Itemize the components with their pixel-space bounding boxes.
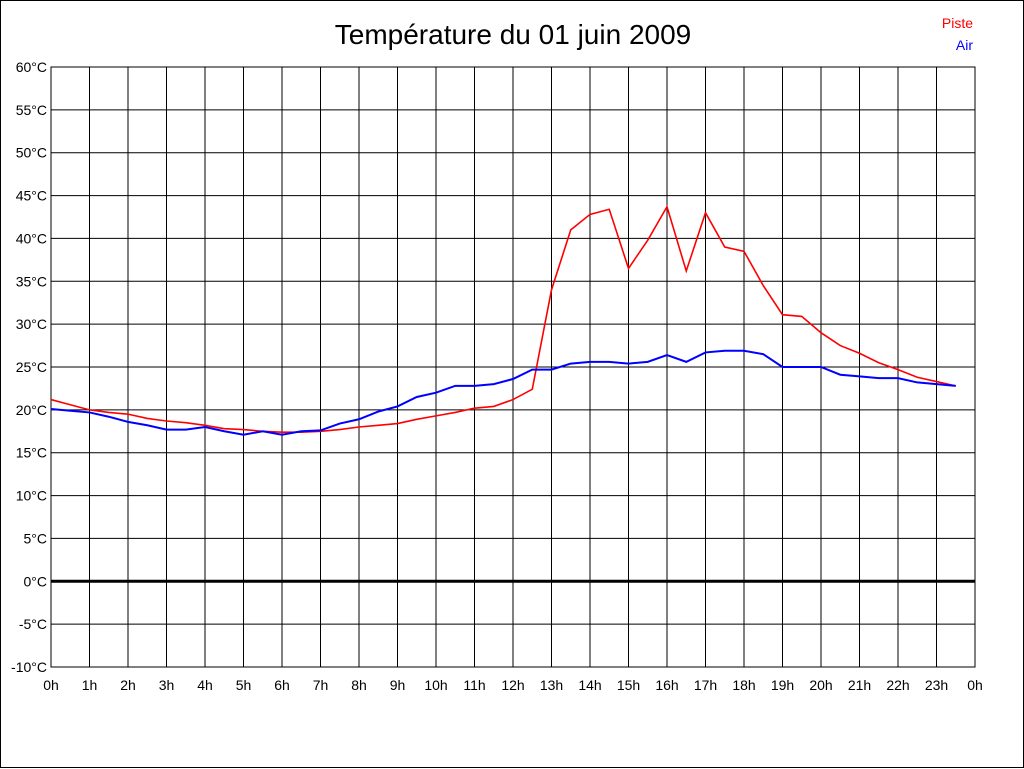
x-tick-label: 14h [578,677,601,693]
legend-piste: Piste [941,15,973,31]
x-tick-label: 19h [771,677,794,693]
x-tick-label: 7h [313,677,329,693]
x-tick-label: 6h [274,677,290,693]
y-tick-label: 15°C [16,445,47,461]
series-line-air [50,349,956,436]
x-tick-label: 2h [120,677,136,693]
x-tick-label: 5h [236,677,252,693]
plot-border [50,66,976,668]
y-tick-label: 45°C [16,188,47,204]
x-tick-label: 0h [43,677,59,693]
x-tick-label: 13h [540,677,563,693]
x-tick-label: 10h [424,677,447,693]
y-tick-label: 50°C [16,145,47,161]
x-tick-label: 9h [390,677,406,693]
x-tick-label: 17h [694,677,717,693]
chart-title: Température du 01 juin 2009 [334,19,692,50]
x-tick-label: 3h [159,677,175,693]
x-tick-label: 12h [501,677,524,693]
y-tick-label: 20°C [16,402,47,418]
y-tick-label: 55°C [16,102,47,118]
x-tick-label: 15h [617,677,640,693]
y-tick-label: 30°C [16,316,47,332]
x-tick-label: 11h [463,677,485,693]
x-tick-label: 20h [809,677,832,693]
x-tick-label: 0h [967,677,983,693]
x-tick-label: 23h [925,677,948,693]
y-tick-label: 35°C [16,273,47,289]
x-tick-label: 18h [732,677,755,693]
x-tick-label: 21h [848,677,871,693]
legend-air: Air [955,37,973,53]
x-tick-label: 8h [351,677,367,693]
y-tick-label: 0°C [24,573,48,589]
y-tick-label: -5°C [19,616,47,632]
y-tick-label: 40°C [16,230,47,246]
y-tick-label: 60°C [16,59,47,75]
x-tick-label: 22h [886,677,909,693]
y-tick-label: 10°C [16,488,47,504]
y-tick-label: 5°C [24,530,48,546]
x-tick-label: 4h [197,677,213,693]
y-tick-label: 25°C [16,359,47,375]
x-tick-label: 16h [655,677,678,693]
x-tick-label: 1h [82,677,98,693]
series-line-piste [50,204,956,433]
y-tick-label: -10°C [11,659,47,675]
